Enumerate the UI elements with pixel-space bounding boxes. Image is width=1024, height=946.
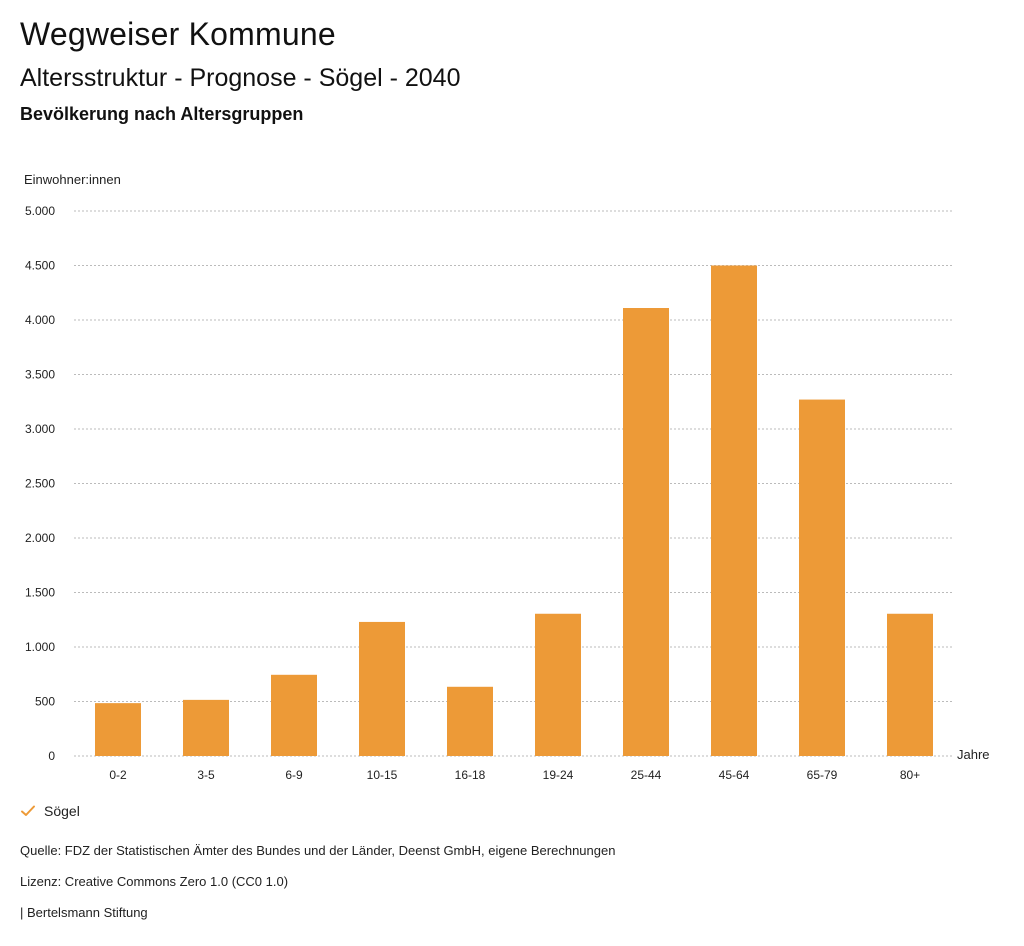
y-tick-label: 5.000	[25, 204, 55, 218]
bar-80+[interactable]	[887, 613, 933, 756]
y-axis-label: Einwohner:innen	[24, 172, 121, 187]
x-axis-label: Jahre	[957, 747, 990, 762]
chart-subtitle: Altersstruktur - Prognose - Sögel - 2040	[20, 64, 461, 92]
bar-10-15[interactable]	[359, 621, 405, 756]
bar-6-9[interactable]	[271, 674, 317, 756]
legend-item-soegel[interactable]: Sögel	[20, 803, 80, 819]
y-tick-label: 3.500	[25, 368, 55, 382]
x-tick-label: 16-18	[455, 768, 486, 782]
x-tick-label: 65-79	[807, 768, 838, 782]
x-tick-label: 19-24	[543, 768, 574, 782]
y-tick-label: 1.000	[25, 640, 55, 654]
bar-65-79[interactable]	[799, 399, 845, 756]
y-tick-label: 0	[48, 749, 55, 763]
y-tick-label: 2.500	[25, 477, 55, 491]
x-tick-label: 25-44	[631, 768, 662, 782]
x-tick-label: 3-5	[197, 768, 215, 782]
source-note: Quelle: FDZ der Statistischen Ämter des …	[20, 843, 616, 858]
legend-label: Sögel	[44, 803, 80, 819]
x-tick-label: 45-64	[719, 768, 750, 782]
bar-3-5[interactable]	[183, 699, 229, 756]
bar-chart: Einwohner:innen Jahre 0 500 1.000 1.500 2.00…	[24, 172, 990, 782]
y-tick-label: 3.000	[25, 422, 55, 436]
chart-heading: Bevölkerung nach Altersgruppen	[20, 104, 304, 124]
license-note: Lizenz: Creative Commons Zero 1.0 (CC0 1…	[20, 874, 289, 889]
x-tick-label: 80+	[900, 768, 920, 782]
x-tick-label: 6-9	[285, 768, 303, 782]
x-tick-label: 0-2	[109, 768, 127, 782]
bar-16-18[interactable]	[447, 686, 493, 756]
bar-45-64[interactable]	[711, 265, 757, 757]
y-tick-label: 500	[35, 695, 55, 709]
publisher-note: | Bertelsmann Stiftung	[20, 905, 148, 920]
bar-0-2[interactable]	[95, 703, 141, 756]
y-tick-label: 1.500	[25, 586, 55, 600]
bar-25-44[interactable]	[623, 308, 669, 756]
y-tick-label: 4.000	[25, 313, 55, 327]
x-tick-label: 10-15	[367, 768, 398, 782]
y-tick-label: 4.500	[25, 259, 55, 273]
y-tick-label: 2.000	[25, 531, 55, 545]
page-title: Wegweiser Kommune	[20, 16, 336, 52]
check-icon	[21, 805, 35, 816]
bar-19-24[interactable]	[535, 613, 581, 756]
